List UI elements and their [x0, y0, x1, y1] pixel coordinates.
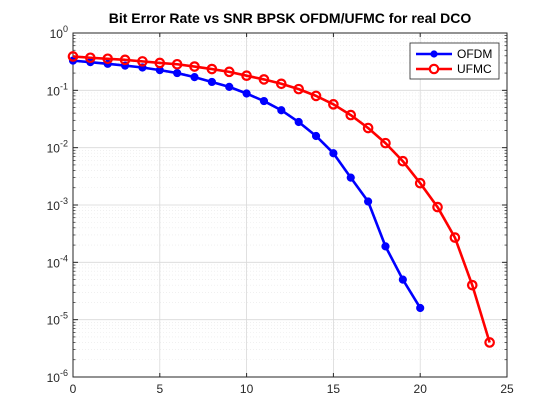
- data-point-ofdm: [207, 77, 216, 87]
- x-tick-label: 10: [240, 382, 254, 396]
- data-point-ofdm: [329, 149, 338, 158]
- data-point-ofdm: [346, 173, 355, 182]
- data-point-ufmc: [223, 66, 235, 78]
- data-point-ufmc: [258, 74, 270, 85]
- data-point-ufmc: [432, 201, 443, 213]
- data-point-ofdm: [190, 73, 199, 82]
- data-point-ofdm: [242, 89, 251, 98]
- x-tick-label: 5: [156, 382, 163, 396]
- data-point-ufmc: [362, 122, 374, 134]
- data-point-ofdm: [364, 197, 373, 206]
- legend-label-ufmc: UFMC: [457, 62, 492, 76]
- data-point-ufmc: [102, 53, 114, 65]
- data-point-ufmc: [276, 78, 287, 90]
- data-point-ufmc: [137, 56, 148, 67]
- data-point-ufmc: [380, 137, 391, 149]
- x-tick-label: 25: [500, 382, 514, 396]
- data-point-ufmc: [189, 61, 200, 72]
- data-point-ofdm: [259, 96, 269, 106]
- plot-area: [67, 51, 495, 348]
- data-point-ufmc: [466, 279, 478, 291]
- y-tick-label: 100: [50, 24, 68, 41]
- data-point-ofdm: [173, 68, 182, 78]
- legend-marker-ufmc: [428, 63, 440, 75]
- data-point-ofdm: [416, 303, 425, 313]
- data-point-ufmc: [119, 54, 131, 66]
- data-point-ufmc: [414, 177, 426, 189]
- series-line-ufmc: [72, 55, 491, 343]
- axes: 0 5 10 15 20 25 10-6 10-5 10-4 10-3 10-2 10-1 100: [47, 24, 514, 396]
- y-tick-label: 10-6: [47, 368, 68, 385]
- legend-marker-ofdm: [430, 50, 438, 58]
- data-point-ufmc: [241, 70, 252, 81]
- data-point-ufmc: [293, 83, 304, 95]
- data-point-ufmc: [328, 99, 339, 110]
- y-tick-label: 10-4: [47, 253, 68, 270]
- data-point-ufmc: [310, 90, 322, 102]
- legend-box: [409, 42, 500, 80]
- data-point-ofdm: [277, 106, 286, 115]
- x-tick-label: 20: [414, 382, 428, 396]
- x-tick-label: 0: [70, 382, 77, 396]
- y-tick-label: 10-3: [47, 196, 68, 213]
- data-point-ufmc: [206, 63, 218, 75]
- legend-label-ofdm: OFDM: [457, 47, 492, 61]
- chart-title: Bit Error Rate vs SNR BPSK OFDM/UFMC for…: [109, 10, 472, 26]
- data-point-ufmc: [85, 52, 96, 64]
- y-tick-label: 10-1: [47, 81, 68, 98]
- data-point-ufmc: [154, 57, 166, 69]
- data-point-ufmc: [67, 51, 79, 62]
- data-point-ufmc: [484, 337, 495, 348]
- data-point-ufmc: [345, 109, 357, 121]
- data-point-ufmc: [449, 232, 461, 243]
- data-point-ofdm: [225, 82, 234, 91]
- data-point-ufmc: [171, 58, 183, 70]
- data-point-ufmc: [397, 155, 409, 167]
- data-point-ofdm: [311, 131, 321, 141]
- data-point-ofdm: [381, 242, 390, 251]
- y-tick-label: 10-2: [47, 139, 68, 156]
- data-point-ofdm: [294, 117, 303, 127]
- y-tick-label: 10-5: [47, 311, 68, 328]
- data-point-ofdm: [398, 275, 407, 284]
- x-tick-label: 15: [327, 382, 341, 396]
